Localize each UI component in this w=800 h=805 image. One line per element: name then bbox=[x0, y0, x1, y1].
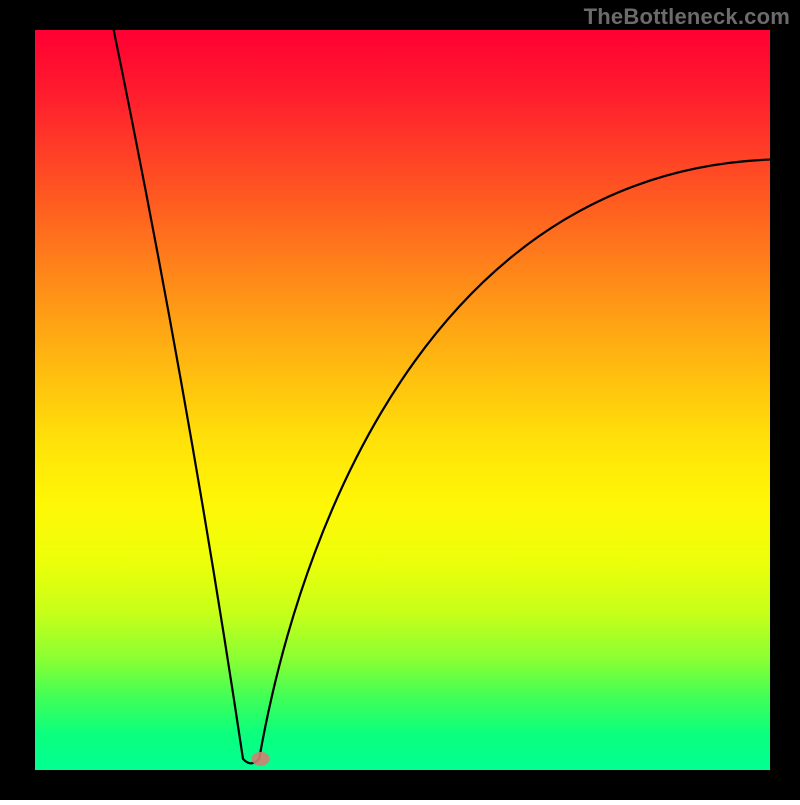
bottleneck-chart bbox=[0, 0, 800, 800]
plot-gradient-background bbox=[35, 30, 770, 770]
watermark-text: TheBottleneck.com bbox=[584, 4, 790, 30]
bottleneck-marker bbox=[252, 752, 270, 766]
chart-container bbox=[0, 0, 800, 800]
